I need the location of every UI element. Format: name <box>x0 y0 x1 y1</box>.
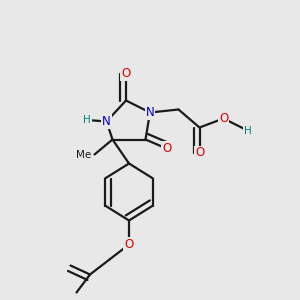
Text: H: H <box>244 125 251 136</box>
Text: O: O <box>195 146 204 160</box>
Text: N: N <box>102 115 111 128</box>
Text: O: O <box>122 67 130 80</box>
Text: O: O <box>219 112 228 125</box>
Text: Me: Me <box>76 149 92 160</box>
Text: N: N <box>146 106 154 119</box>
Text: O: O <box>124 238 134 251</box>
Text: O: O <box>162 142 171 155</box>
Text: H: H <box>83 115 91 125</box>
